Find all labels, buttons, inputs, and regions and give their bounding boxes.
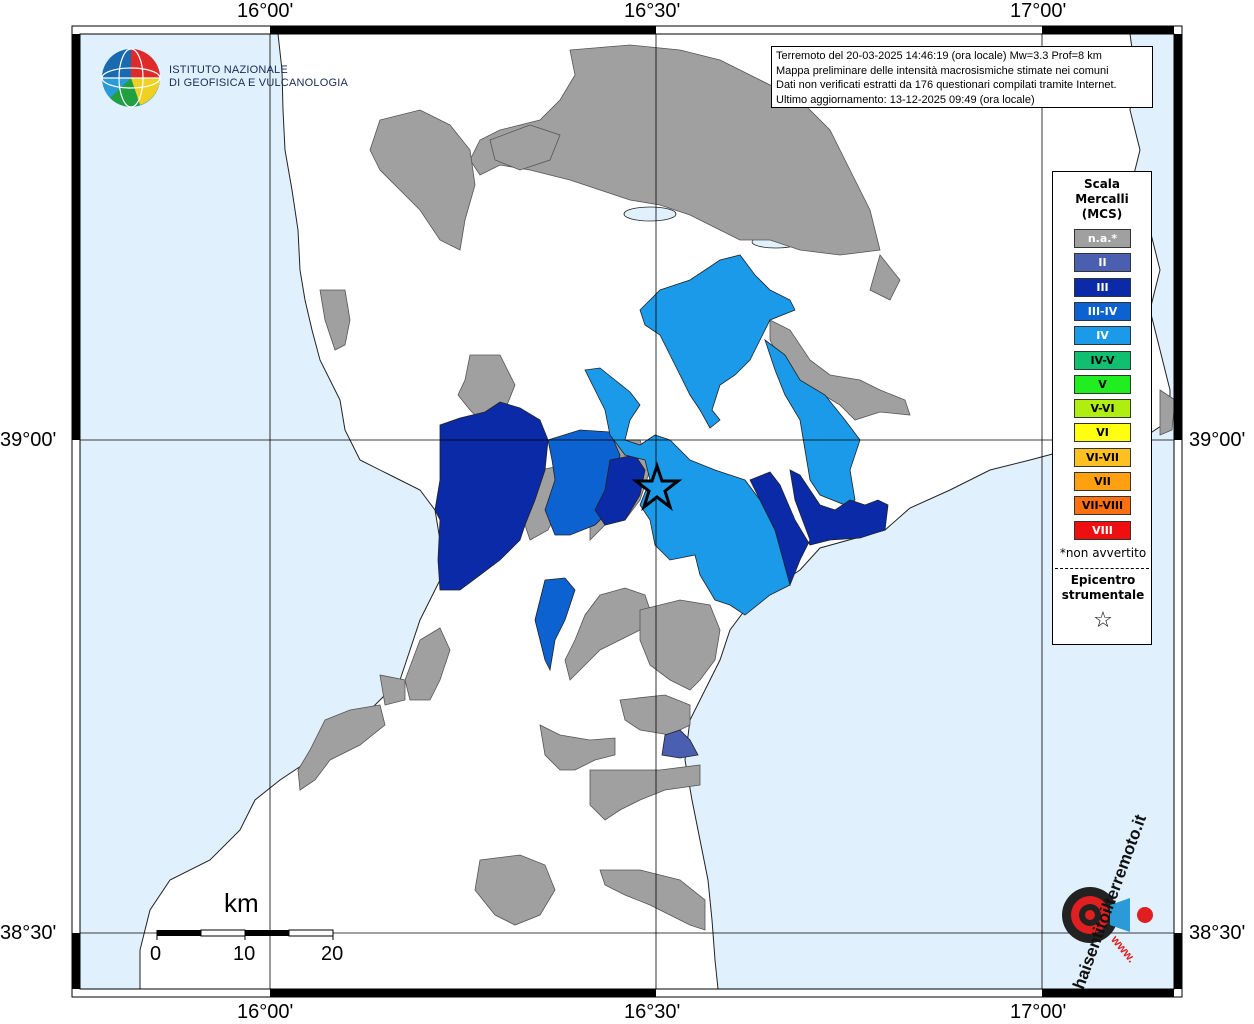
- watermark: haisentitoilterremoto.it www.: [1038, 812, 1150, 992]
- ingv-logo-icon: [101, 48, 161, 108]
- graticule: [80, 34, 1174, 989]
- legend-item: III-IV: [1074, 301, 1131, 321]
- comuni-not-available: [297, 44, 1176, 931]
- scale-tick-label: 20: [321, 943, 344, 965]
- scale-tick-label: 0: [150, 943, 162, 965]
- lat-label-left: 38°30': [0, 922, 57, 944]
- epicenter-legend-icon: ☆: [1093, 608, 1113, 633]
- comuni-intensity: [434, 254, 889, 759]
- scale-tick-label: 10: [233, 943, 256, 965]
- legend-item: VI: [1074, 423, 1131, 443]
- lon-label-bottom: 16°00': [237, 1001, 294, 1023]
- lon-label-top: 16°00': [237, 0, 294, 22]
- legend-item: III: [1074, 277, 1131, 297]
- lon-label-bottom: 17°00': [1010, 1001, 1067, 1023]
- legend-item: n.a.*: [1074, 229, 1131, 248]
- lake: [623, 206, 677, 222]
- info-line: Ultimo aggiornamento: 13-12-2025 09:49 (…: [776, 93, 1035, 106]
- legend-item: V: [1074, 374, 1131, 394]
- lon-label-top: 17°00': [1010, 0, 1067, 22]
- legend-item: IV: [1074, 326, 1131, 346]
- legend-item: VII: [1074, 472, 1131, 491]
- watermark-logo-icon: [1062, 887, 1153, 943]
- lon-label-bottom: 16°30': [624, 1001, 681, 1023]
- legend-item: II: [1074, 253, 1131, 273]
- legend-item: VI-VII: [1074, 447, 1131, 467]
- info-line: Dati non verificati estratti da 176 ques…: [776, 79, 1117, 91]
- legend-item: VIII: [1074, 520, 1131, 540]
- legend-note: *non avvertito: [1059, 546, 1147, 560]
- legend-item: V-VI: [1074, 399, 1131, 419]
- institute-name: ISTITUTO NAZIONALE DI GEOFISICA E VULCAN…: [169, 64, 348, 89]
- legend-epicenter-label: Epicentro strumentale: [1061, 573, 1145, 602]
- epicenter-star-icon: [631, 461, 683, 512]
- lat-label-right: 38°30': [1189, 922, 1246, 944]
- info-line: Mappa preliminare delle intensità macros…: [776, 64, 1109, 77]
- map-frame: [71, 25, 1183, 998]
- watermark-sub: www.: [1108, 932, 1139, 966]
- legend: Scala Mercalli (MCS) n.a.* II III III-IV IV I…: [1052, 171, 1152, 645]
- legend-item: VII-VIII: [1074, 496, 1131, 516]
- legend-title: Scala Mercalli (MCS): [1075, 177, 1129, 221]
- scale-unit: km: [224, 888, 259, 918]
- legend-item: IV-V: [1074, 350, 1131, 370]
- lat-label-left: 39°00': [0, 429, 57, 451]
- lon-label-top: 16°30': [624, 0, 681, 22]
- info-box: Terremoto del 20-03-2025 14:46:19 (ora l…: [771, 46, 1153, 108]
- lat-label-right: 39°00': [1189, 429, 1246, 451]
- scale-bar: [156, 929, 334, 940]
- legend-divider: [1055, 568, 1149, 569]
- info-line: Terremoto del 20-03-2025 14:46:19 (ora l…: [776, 50, 1102, 62]
